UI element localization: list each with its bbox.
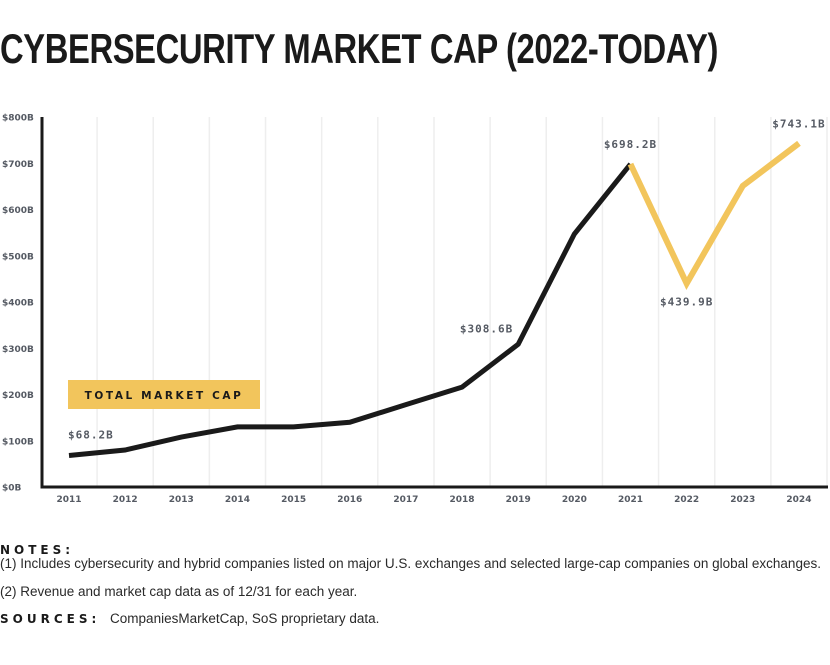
series-line	[68, 162, 633, 458]
y-tick-label: $600B	[2, 206, 34, 216]
y-tick-label: $400B	[2, 299, 34, 309]
note-2: (2) Revenue and market cap data as of 12…	[0, 584, 358, 599]
x-tick-label: 2016	[337, 495, 362, 505]
chart-title: CYBERSECURITY MARKET CAP (2022-TODAY)	[0, 25, 718, 72]
y-tick-label: $800B	[2, 114, 34, 124]
legend-label: TOTAL MARKET CAP	[85, 390, 244, 402]
x-axis-ticks: 2011 2012 2013 2014 2015 2016 2017 2018 2019 2020…	[56, 495, 811, 505]
series-lines	[68, 140, 801, 458]
x-tick-label: 2015	[281, 495, 306, 505]
y-tick-label: $700B	[2, 160, 34, 170]
x-tick-label: 2011	[56, 495, 81, 505]
x-tick-label: 2017	[393, 495, 418, 505]
y-tick-label: $500B	[2, 252, 34, 262]
y-tick-label: $0B	[2, 484, 22, 494]
data-label: $439.9B	[660, 296, 713, 309]
data-labels: $68.2B $308.6B $698.2B $439.9B $743.1B	[68, 117, 825, 441]
x-tick-label: 2013	[169, 495, 194, 505]
x-tick-label: 2019	[506, 495, 531, 505]
x-tick-label: 2022	[674, 495, 699, 505]
note-1: (1) Includes cybersecurity and hybrid co…	[0, 556, 821, 571]
x-tick-label: 2014	[225, 495, 250, 505]
data-label: $308.6B	[460, 322, 513, 335]
data-label: $743.1B	[772, 117, 825, 130]
y-tick-label: $300B	[2, 345, 34, 355]
sources-text: CompaniesMarketCap, SoS proprietary data…	[110, 611, 380, 626]
line-chart: $0B $100B $200B $300B $400B $500B $600B $700B $8…	[2, 114, 828, 505]
sources-heading: SOURCES:	[0, 612, 101, 626]
sources-line: SOURCES: CompaniesMarketCap, SoS proprie…	[0, 611, 830, 627]
x-tick-label: 2021	[618, 495, 643, 505]
x-tick-label: 2012	[113, 495, 138, 505]
legend-swatch	[68, 380, 260, 409]
x-tick-label: 2018	[450, 495, 475, 505]
y-axis-ticks: $0B $100B $200B $300B $400B $500B $600B $700B $8…	[2, 114, 34, 494]
legend: TOTAL MARKET CAP	[68, 380, 260, 409]
x-tick-label: 2023	[730, 495, 755, 505]
notes-heading: NOTES:	[0, 543, 75, 557]
gridlines	[96, 117, 828, 487]
y-tick-label: $100B	[2, 437, 34, 447]
series-line-highlight	[627, 140, 801, 291]
data-label: $68.2B	[68, 428, 114, 441]
x-tick-label: 2020	[562, 495, 587, 505]
notes-section: NOTES: (1) Includes cybersecurity and hy…	[0, 543, 830, 626]
y-tick-label: $200B	[2, 391, 34, 401]
x-tick-label: 2024	[786, 495, 811, 505]
data-label: $698.2B	[604, 138, 657, 151]
